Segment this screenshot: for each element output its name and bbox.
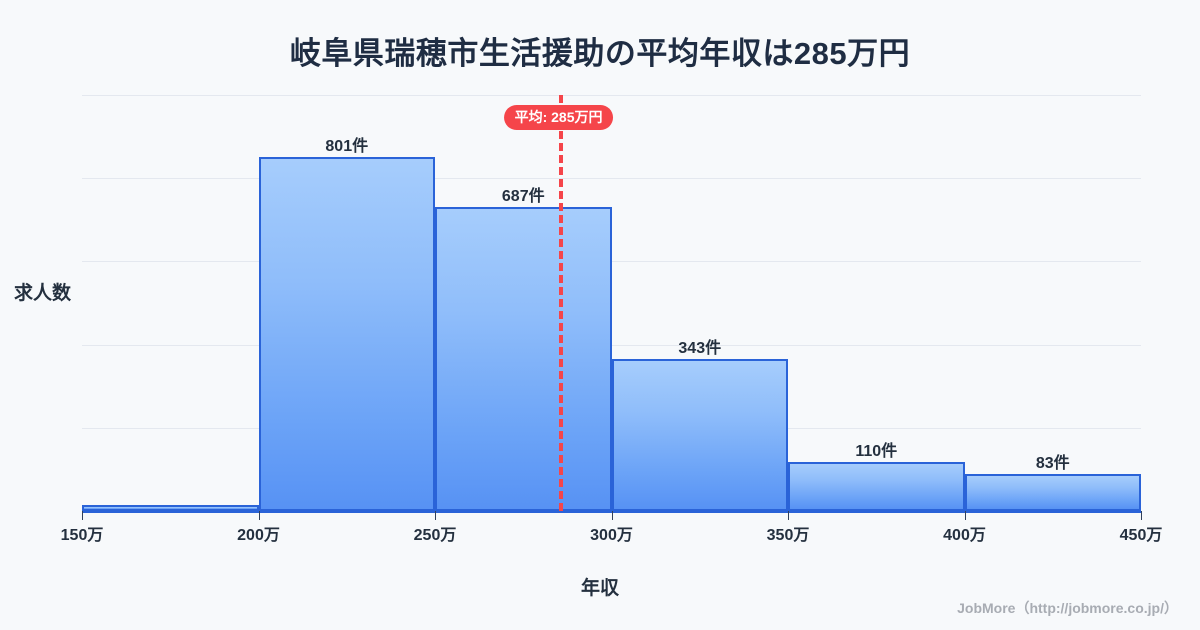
gridline	[82, 344, 1141, 346]
x-axis-tick-label: 150万	[60, 527, 104, 544]
bar[interactable]	[611, 359, 788, 511]
x-axis-tick	[964, 511, 966, 520]
x-axis-tick-label: 300万	[590, 527, 633, 544]
gridline	[82, 261, 1141, 263]
bar[interactable]	[435, 206, 612, 511]
bar[interactable]	[788, 462, 965, 511]
x-axis-tick	[611, 511, 613, 520]
x-axis-tick	[435, 511, 436, 520]
bar[interactable]	[82, 505, 259, 511]
x-axis-tick	[788, 511, 789, 520]
y-axis-title: 求人数	[14, 283, 72, 304]
average-line	[558, 95, 563, 511]
x-axis-tick-label: 450万	[1119, 527, 1163, 544]
bar[interactable]	[258, 156, 435, 511]
chart-title: 岐阜県瑞穂市生活援助の平均年収は285万円	[289, 36, 911, 71]
average-badge: 平均: 285万円	[503, 105, 614, 130]
plot-area	[82, 95, 1141, 511]
bar-value-label: 343件	[678, 340, 722, 358]
bar[interactable]	[964, 474, 1141, 511]
watermark: JobMore（http://jobmore.co.jp/）	[957, 600, 1178, 616]
gridline	[82, 178, 1141, 180]
x-axis-tick	[82, 511, 83, 520]
x-axis-tick-label: 350万	[766, 527, 810, 544]
x-axis-title: 年収	[580, 578, 619, 599]
x-axis-tick-label: 250万	[413, 527, 457, 544]
x-axis-tick-label: 200万	[237, 527, 280, 544]
x-axis-tick	[258, 511, 260, 520]
bar-value-label: 110件	[855, 443, 898, 461]
bar-value-label: 801件	[325, 137, 369, 155]
bar-value-label: 83件	[1035, 455, 1070, 473]
bar-value-label: 687件	[501, 187, 545, 205]
gridline	[82, 95, 1141, 96]
x-axis-tick	[1141, 511, 1142, 520]
x-axis-tick-label: 400万	[943, 527, 986, 544]
